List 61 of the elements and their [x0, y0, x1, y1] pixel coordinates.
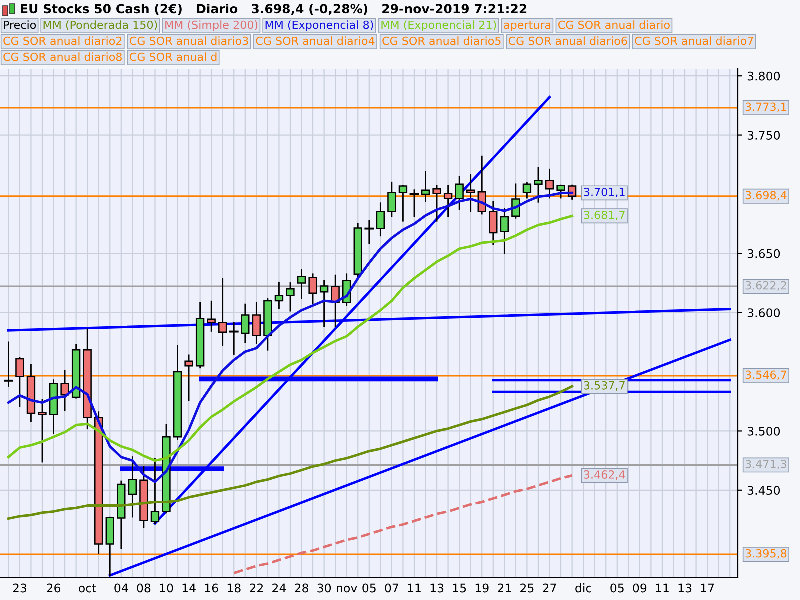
text: MM (Exponencial 8)	[266, 20, 374, 32]
data-label: 3.701,1	[584, 188, 625, 198]
x-tick-label: 15	[453, 584, 466, 593]
text: CG SOR anual diario7	[635, 36, 754, 46]
text: CG SOR anual diario5	[382, 36, 501, 46]
x-tick-label: 08	[137, 584, 151, 593]
ref-line-label: 3.471,3	[746, 460, 787, 470]
chart-title: EU Stocks 50 Cash (2€) Diario 3.698,4 (-0,28%) 29-nov-2019 7:21:22	[21, 4, 527, 16]
text: apertura	[504, 21, 551, 32]
data-label: 3.462,4	[584, 470, 626, 480]
x-tick-label: 14	[182, 584, 196, 593]
x-tick-label: 18	[228, 584, 241, 593]
x-tick-label: 05	[610, 584, 624, 593]
x-tick-label: 17	[701, 584, 714, 593]
text: CG SOR anual diario	[558, 20, 670, 30]
text: CG SOR anual diario8	[4, 52, 122, 62]
y-tick-label: 3.500	[748, 426, 780, 436]
x-tick-label: 11	[408, 584, 421, 593]
text: MM (Simple 200)	[166, 20, 258, 32]
text: Precio	[4, 20, 36, 30]
text: CG SOR anual d	[130, 52, 217, 62]
x-tick-label: 24	[272, 584, 286, 593]
y-tick-label: 3.650	[748, 249, 780, 258]
x-tick-label: dic	[576, 584, 592, 593]
ref-line-label: 3.622,2	[746, 281, 786, 291]
text: CG SOR anual diario3	[130, 36, 248, 46]
x-tick-label: 16	[205, 584, 218, 593]
x-tick-label: 07	[385, 584, 398, 593]
x-tick-label: 22	[250, 584, 263, 593]
x-tick-label: nov	[337, 586, 358, 593]
ref-line-label: 3.546,7	[746, 370, 786, 380]
x-tick-label: 09	[633, 584, 647, 593]
data-label: 3.537,7	[584, 381, 625, 391]
x-tick-label: 21	[498, 584, 512, 593]
x-tick-label: 26	[47, 584, 61, 593]
y-tick-label: 3.600	[748, 308, 780, 318]
x-tick-label: 04	[114, 584, 128, 593]
x-tick-label: 19	[476, 584, 489, 593]
data-label: 3.681,7	[584, 210, 625, 220]
y-tick-label: 3.800	[748, 72, 780, 81]
x-tick-label: 11	[656, 584, 669, 593]
text: CG SOR anual diario6	[508, 36, 628, 46]
x-tick-label: 13	[678, 584, 692, 593]
text: MM (Exponencial 21)	[382, 20, 496, 32]
x-tick-label: 25	[520, 584, 534, 593]
ref-line-label: 3.395,8	[746, 549, 787, 559]
text: MM (Ponderada 150)	[44, 20, 158, 31]
x-tick-label: 23	[13, 584, 27, 593]
x-tick-label: 27	[543, 584, 556, 593]
x-tick-label: 28	[295, 584, 308, 593]
x-tick-label: oct	[79, 584, 96, 593]
ref-line-label: 3.698,4	[746, 191, 787, 201]
text: CG SOR anual diario4	[256, 36, 375, 46]
y-tick-label: 3.450	[748, 486, 780, 496]
text: CG SOR anual diario2	[4, 36, 122, 46]
x-tick-label: 30	[318, 584, 332, 593]
x-tick-label: 10	[160, 584, 174, 593]
x-tick-label: 05	[362, 584, 376, 593]
ref-line-label: 3.773,1	[746, 102, 786, 112]
x-tick-label: 13	[430, 584, 444, 593]
y-tick-label: 3.750	[748, 131, 780, 140]
